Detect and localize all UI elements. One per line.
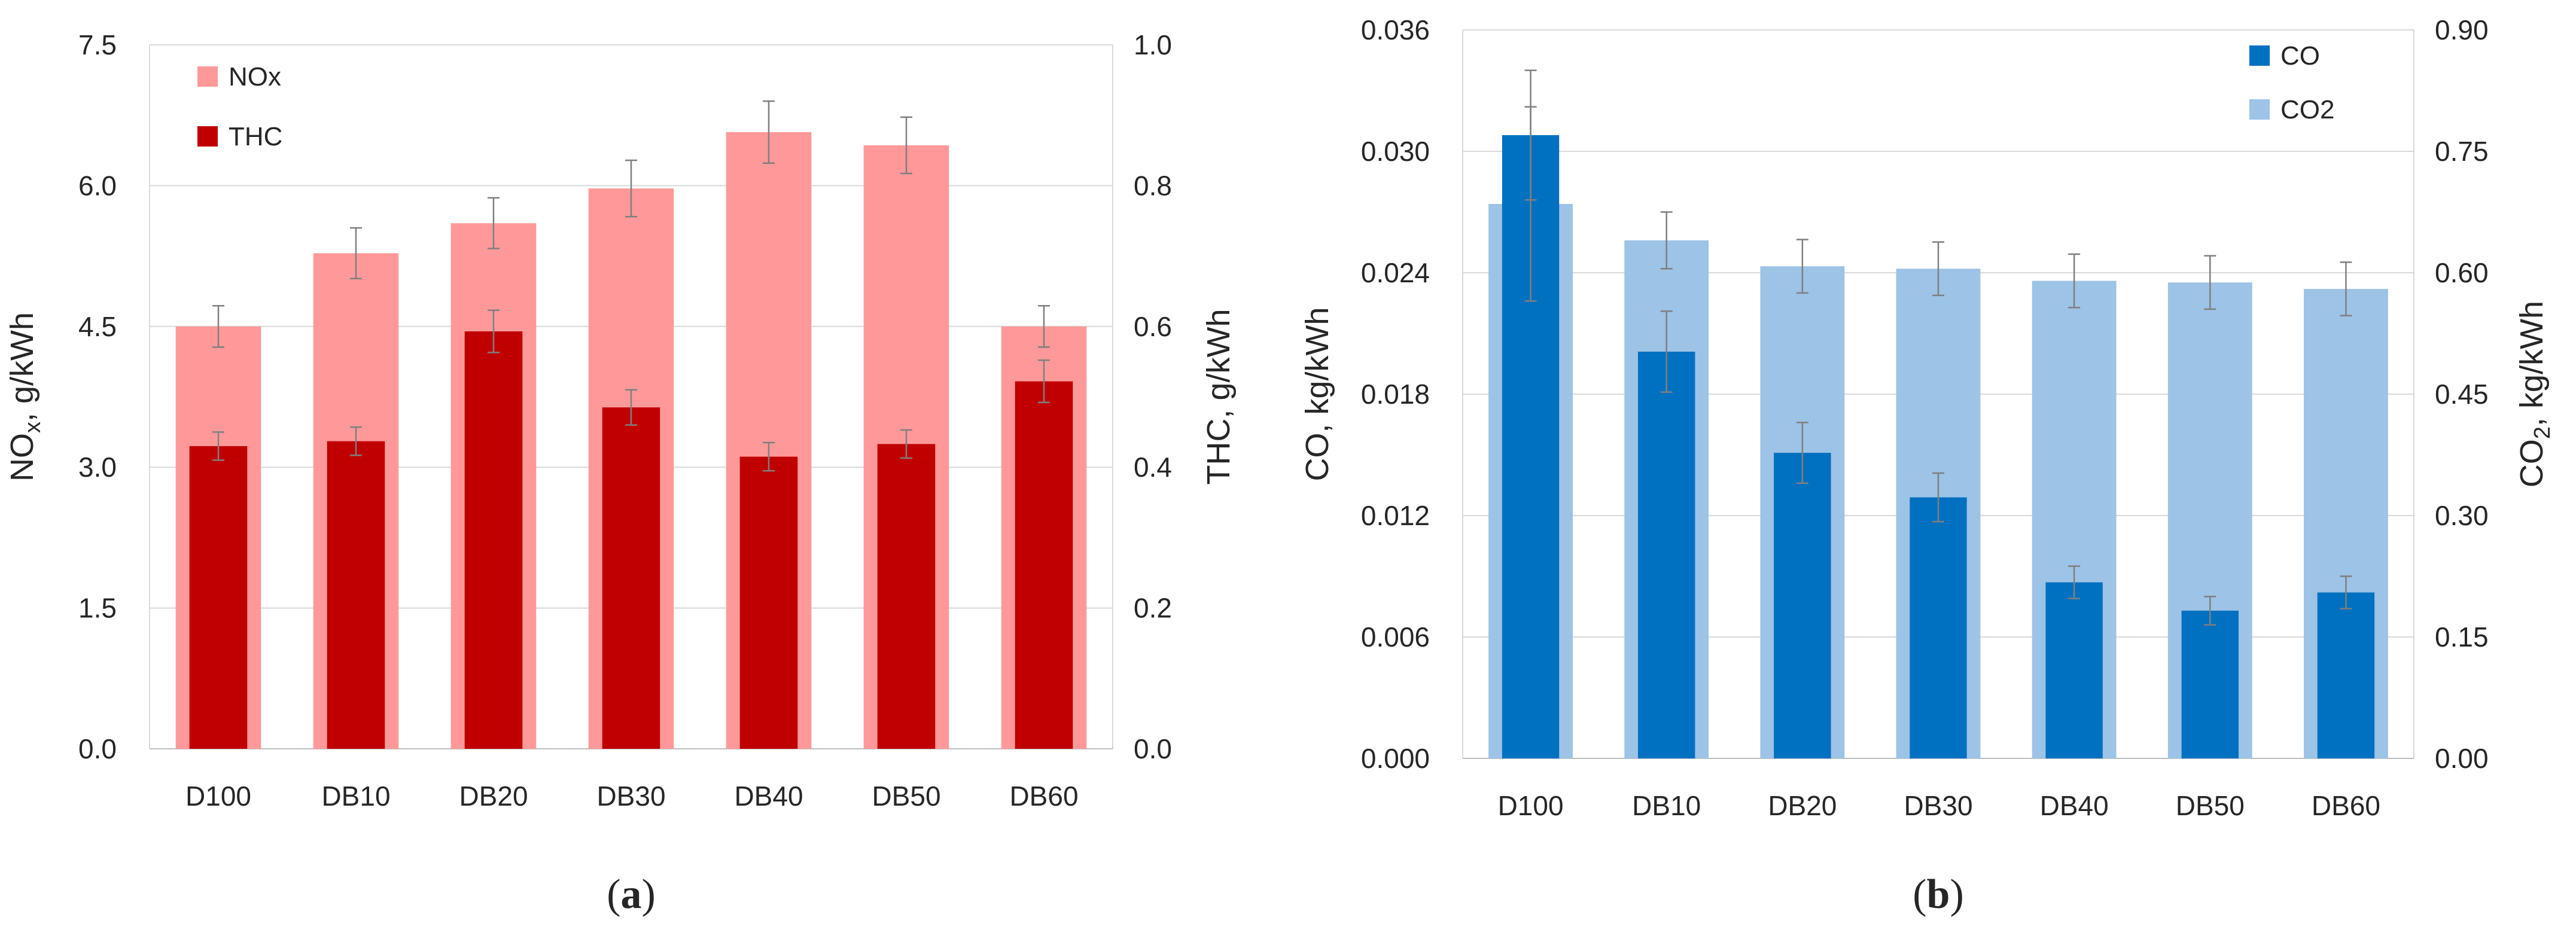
bar-co bbox=[2181, 611, 2239, 758]
category-label: DB20 bbox=[1768, 790, 1837, 821]
legend-swatch-co bbox=[2249, 45, 2270, 66]
right-tick-label: 0.6 bbox=[1134, 311, 1172, 342]
right-tick-label: 0.30 bbox=[2435, 500, 2489, 531]
bar-thc bbox=[464, 331, 523, 749]
right-tick-label: 0.4 bbox=[1134, 452, 1172, 483]
panel-label: (b) bbox=[1913, 871, 1964, 917]
right-tick-label: 0.2 bbox=[1134, 593, 1172, 624]
chart-panel-b: 0.000 0.006 0.012 0.018 0.024 0.030 0.036 0.00 0… bbox=[1299, 14, 2555, 917]
category-label: DB30 bbox=[1904, 790, 1972, 821]
bar-thc bbox=[602, 407, 660, 749]
left-tick-label: 0.024 bbox=[1361, 257, 1430, 288]
left-tick-label: 0.012 bbox=[1361, 500, 1430, 531]
left-tick-label: 0.030 bbox=[1361, 136, 1430, 167]
left-axis-title: NOx, g/kWh bbox=[4, 312, 45, 481]
left-tick-label: 0.0 bbox=[78, 733, 117, 764]
category-label: D100 bbox=[1498, 790, 1564, 821]
legend-label-nox: NOx bbox=[229, 62, 281, 92]
category-label: DB10 bbox=[1632, 790, 1701, 821]
right-tick-label: 0.0 bbox=[1134, 733, 1172, 764]
left-tick-label: 0.000 bbox=[1361, 743, 1430, 774]
legend-label-thc: THC bbox=[229, 122, 282, 151]
category-label: DB40 bbox=[734, 781, 803, 812]
right-axis-title: CO2, kg/kWh bbox=[2514, 301, 2555, 487]
legend-swatch-thc bbox=[197, 126, 218, 147]
legend-swatch-nox bbox=[197, 66, 218, 87]
bar-co bbox=[1774, 453, 1831, 758]
category-label: DB60 bbox=[2312, 790, 2380, 821]
left-axis-title: CO, kg/kWh bbox=[1299, 307, 1335, 481]
bar-thc bbox=[877, 444, 936, 749]
panel-label: (a) bbox=[607, 871, 656, 917]
right-tick-label: 0.60 bbox=[2435, 257, 2489, 288]
bar-thc bbox=[1015, 381, 1073, 749]
category-label: DB40 bbox=[2040, 790, 2109, 821]
left-tick-label: 0.006 bbox=[1361, 621, 1430, 653]
bar-thc bbox=[189, 446, 248, 749]
right-tick-label: 0.15 bbox=[2435, 621, 2489, 653]
left-tick-label: 3.0 bbox=[78, 452, 117, 483]
left-tick-label: 1.5 bbox=[78, 593, 117, 624]
right-axis-title: THC, g/kWh bbox=[1201, 309, 1237, 484]
left-tick-label: 0.036 bbox=[1361, 14, 1430, 45]
bar-thc bbox=[739, 456, 798, 749]
category-label: DB50 bbox=[872, 781, 940, 812]
legend-label-co2: CO2 bbox=[2280, 95, 2334, 124]
category-label: DB20 bbox=[459, 781, 528, 812]
right-tick-label: 1.0 bbox=[1134, 29, 1172, 60]
bar-co bbox=[1638, 351, 1695, 758]
category-label: DB10 bbox=[321, 781, 390, 812]
right-tick-label: 0.75 bbox=[2435, 136, 2489, 167]
right-tick-label: 0.00 bbox=[2435, 743, 2489, 774]
right-tick-label: 0.45 bbox=[2435, 379, 2489, 410]
category-label: D100 bbox=[185, 781, 251, 812]
bar-thc bbox=[327, 441, 385, 749]
left-tick-label: 4.5 bbox=[78, 311, 117, 342]
left-tick-label: 7.5 bbox=[78, 29, 117, 60]
legend-swatch-co2 bbox=[2249, 99, 2270, 120]
left-tick-label: 0.018 bbox=[1361, 379, 1430, 410]
category-label: DB50 bbox=[2176, 790, 2245, 821]
category-label: DB30 bbox=[596, 781, 665, 812]
category-label: DB60 bbox=[1009, 781, 1078, 812]
right-tick-label: 0.8 bbox=[1134, 170, 1172, 201]
right-tick-label: 0.90 bbox=[2435, 14, 2489, 45]
left-tick-label: 6.0 bbox=[78, 170, 117, 201]
bar-co bbox=[2045, 582, 2103, 758]
bar-co bbox=[2317, 592, 2375, 758]
legend-label-co: CO bbox=[2280, 41, 2320, 71]
chart-panel-a: 0.0 1.5 3.0 4.5 6.0 7.5 0.0 0.2 0.4 0.6 0.8 1.0 D100… bbox=[4, 29, 1237, 917]
bar-co bbox=[1910, 497, 1967, 758]
